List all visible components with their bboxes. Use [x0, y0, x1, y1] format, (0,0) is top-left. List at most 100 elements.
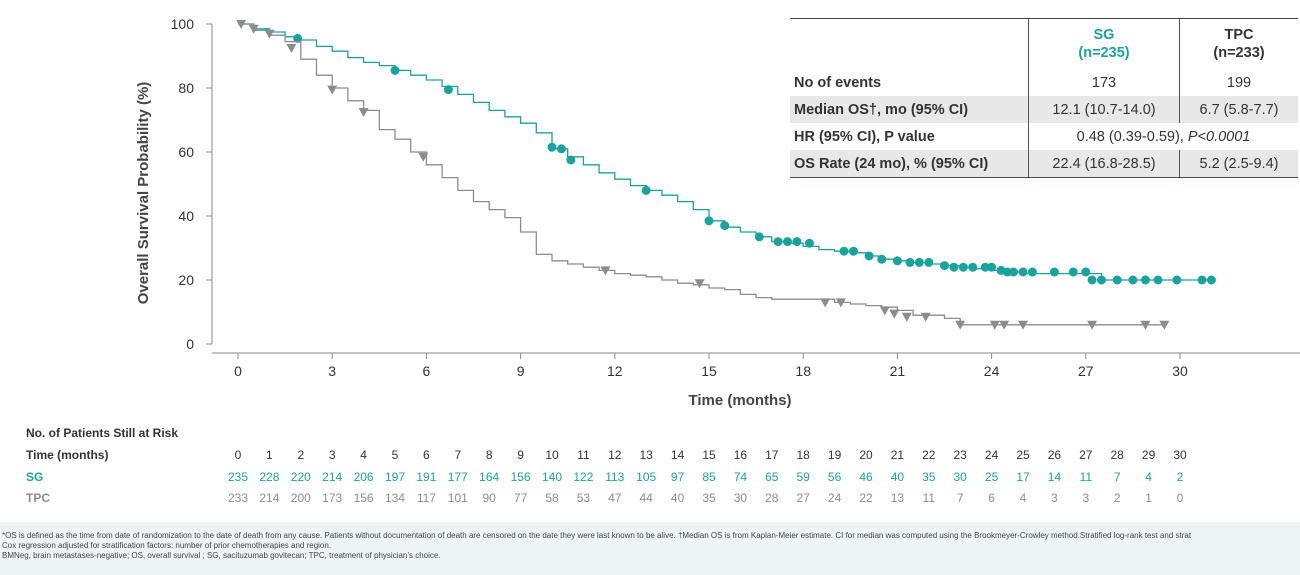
- at-risk-time-cell: 26: [1047, 448, 1062, 462]
- censor-marker-tpc: [1159, 320, 1170, 330]
- at-risk-tpc-label: TPC: [26, 491, 50, 505]
- at-risk-tpc-cell: 90: [482, 491, 496, 505]
- at-risk-time-cell: 14: [670, 448, 685, 462]
- at-risk-tpc-cell: 7: [956, 491, 964, 505]
- at-risk-sg-cell: 4: [1145, 470, 1152, 484]
- censor-marker-sg: [1087, 275, 1097, 285]
- at-risk-sg-cell: 59: [796, 470, 810, 484]
- at-risk-tpc-cell: 233: [227, 491, 249, 505]
- stats-table: SG (n=235) TPC (n=233) No of events 173 …: [790, 18, 1298, 178]
- censor-marker-tpc: [835, 298, 846, 308]
- at-risk-sg-row: SG 235 228 220 214 206 197 191 177 164 156 140 122 1…: [0, 470, 1300, 488]
- at-risk-tpc-cell: 101: [447, 491, 468, 505]
- p-value: P<0.0001: [1187, 128, 1251, 145]
- censor-marker-sg: [547, 142, 557, 152]
- footnote: *OS is defined as the time from date of …: [0, 522, 1300, 575]
- at-risk-tpc-cell: 53: [576, 491, 591, 505]
- tpc-col-title: TPC: [1224, 27, 1254, 43]
- at-risk-sg-cell: 197: [384, 470, 406, 484]
- stats-value-sg: 173: [1028, 69, 1180, 96]
- censor-marker-sg: [556, 144, 566, 154]
- censor-marker-tpc: [248, 24, 259, 34]
- at-risk-sg-cell: 113: [605, 470, 625, 484]
- censor-marker-sg: [704, 216, 714, 226]
- at-risk-time-cell: 12: [608, 448, 622, 462]
- at-risk-sg-cell: 177: [447, 470, 468, 484]
- km-curve-sg: [238, 23, 1212, 281]
- censor-marker-sg: [804, 238, 814, 248]
- censor-marker-sg: [1002, 267, 1012, 277]
- stats-value-sg: 22.4 (16.8-28.5): [1028, 150, 1180, 178]
- at-risk-tpc-cell: 47: [608, 491, 622, 505]
- at-risk-sg-cell: 35: [922, 470, 936, 484]
- at-risk-sg-cell: 105: [636, 470, 657, 484]
- stats-value-tpc: 5.2 (2.5-9.4): [1179, 150, 1298, 178]
- stats-row-events: No of events 173 199: [790, 69, 1298, 96]
- at-risk-time-cell: 13: [639, 448, 653, 462]
- y-tick-label: 40: [178, 208, 194, 224]
- x-tick-label: 0: [234, 363, 242, 379]
- stats-header-tpc: TPC (n=233): [1179, 18, 1298, 69]
- at-risk-title-row: No. of Patients Still at Risk: [0, 426, 1300, 444]
- stats-label: No of events: [794, 74, 882, 91]
- at-risk-tpc-cell: 30: [733, 491, 748, 505]
- at-risk-time-cell: 3: [328, 448, 336, 462]
- censor-marker-sg: [892, 256, 902, 266]
- censor-marker-sg: [1206, 275, 1216, 285]
- censor-marker-sg: [905, 257, 915, 267]
- at-risk-time-cell: 18: [796, 448, 810, 462]
- at-risk-time-cell: 10: [545, 448, 559, 462]
- censor-marker-sg: [783, 237, 792, 247]
- at-risk-time-cell: 20: [859, 448, 873, 462]
- censor-marker-tpc: [879, 306, 890, 316]
- censor-marker-tpc: [820, 298, 831, 308]
- km-chart: 0 20 40 60 80 100 0 3 6 9 12 15 18 21 24 27 30 Overall S…: [135, 16, 1300, 409]
- at-risk-tpc-cell: 200: [290, 491, 311, 505]
- at-risk-tpc-cell: 22: [859, 491, 873, 505]
- censor-marker-sg: [1018, 267, 1028, 277]
- at-risk-sg-cell: 46: [859, 470, 873, 484]
- at-risk-sg-cell: 164: [479, 470, 500, 484]
- at-risk-time-cell: 23: [953, 448, 967, 462]
- censor-marker-sg: [1049, 267, 1059, 277]
- censor-marker-sg: [390, 65, 400, 75]
- censor-marker-sg: [848, 246, 858, 256]
- x-tick-label: 6: [423, 363, 431, 379]
- censor-marker-tpc: [358, 108, 369, 117]
- censor-marker-tpc: [600, 266, 611, 276]
- at-risk-sg-cell: 85: [702, 470, 716, 484]
- tpc-col-n: (n=233): [1213, 45, 1265, 61]
- at-risk-sg-cell: 228: [259, 470, 280, 484]
- at-risk-tpc-cell: 3: [1051, 491, 1058, 505]
- at-risk-time-cell: 16: [733, 448, 748, 462]
- at-risk-sg-cell: 235: [227, 470, 249, 484]
- at-risk-time-cell: 29: [1141, 448, 1156, 462]
- at-risk-sg-cell: 65: [765, 470, 779, 484]
- at-risk-tpc-cell: 35: [702, 491, 716, 505]
- censor-marker-sg: [949, 262, 959, 272]
- censor-marker-sg: [987, 262, 997, 272]
- at-risk-time-cell: 4: [360, 448, 367, 462]
- censor-marker-tpc: [955, 320, 966, 330]
- censor-marker-sg: [1172, 275, 1182, 285]
- sg-col-title: SG: [1093, 27, 1115, 43]
- x-tick-label: 18: [795, 363, 811, 379]
- at-risk-tpc-cell: 214: [259, 491, 280, 505]
- censor-marker-tpc: [1140, 320, 1151, 330]
- at-risk-time-cell: 11: [577, 448, 590, 462]
- at-risk-sg-label: SG: [26, 470, 44, 484]
- at-risk-tpc-cell: 6: [988, 491, 995, 505]
- censor-marker-tpc: [286, 44, 297, 53]
- at-risk-time-cell: 7: [454, 448, 462, 462]
- at-risk-table: No. of Patients Still at Risk Time (mont…: [0, 420, 1300, 510]
- stats-header-sg: SG (n=235): [1028, 18, 1180, 69]
- footnote-line: BMNeg, brain metastases-negative; OS, ov…: [2, 551, 441, 560]
- at-risk-time-cell: 28: [1110, 448, 1124, 462]
- at-risk-time-cell: 9: [517, 448, 524, 462]
- censor-marker-sg: [924, 257, 934, 267]
- at-risk-sg-cell: 214: [322, 470, 343, 484]
- at-risk-tpc-cell: 24: [827, 491, 842, 505]
- footnote-line: Cox regression adjusted for stratificati…: [2, 541, 332, 550]
- at-risk-tpc-row: TPC 233 214 200 173 156 134 117 101 90 77 58 53 47 44…: [0, 491, 1300, 509]
- stats-label: HR (95% CI), P value: [794, 128, 935, 145]
